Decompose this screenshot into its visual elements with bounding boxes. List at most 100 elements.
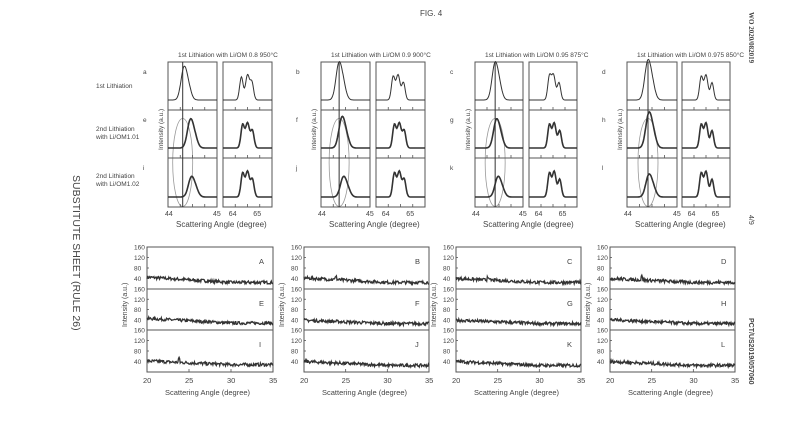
panel-frame <box>222 157 273 208</box>
scan-column: 40 80 120 160 D 40 80 120 160 H Intensity (a.u.) 40… <box>585 245 739 398</box>
xrd-trace <box>627 58 677 101</box>
panel-label: i <box>143 165 144 172</box>
y-tick-label: 120 <box>134 338 145 345</box>
xrd-trace <box>682 73 730 101</box>
x-tick-label: 30 <box>535 376 543 385</box>
panel-label: A <box>259 257 264 266</box>
panel-frame <box>320 109 371 159</box>
y-tick-label: 120 <box>443 338 454 345</box>
y-tick-label: 40 <box>597 276 605 283</box>
side-note: SUBSTITUTE SHEET (RULE 26) <box>70 175 82 331</box>
y-tick-label: 40 <box>291 317 299 324</box>
figure-label: FIG. 4 <box>420 9 443 18</box>
panel-label: B <box>415 257 420 266</box>
y-tick-label: 80 <box>291 307 299 314</box>
x-axis-label: Scattering Angle (degree) <box>628 388 714 397</box>
panel-frame <box>681 157 731 208</box>
x-tick-label: 45 <box>366 211 374 218</box>
panel-frame <box>626 157 678 208</box>
xrd-trace <box>682 169 730 198</box>
panel-label: f <box>296 117 298 124</box>
panel-label: c <box>450 69 454 76</box>
scan-trace <box>609 273 736 287</box>
x-tick-label: 25 <box>648 376 656 385</box>
panel-label: E <box>259 299 264 308</box>
x-tick-label: 45 <box>519 211 527 218</box>
x-tick-label: 35 <box>577 376 585 385</box>
panel-frame <box>375 109 426 159</box>
scan-trace <box>303 274 430 287</box>
application-number: PCT/US2019/057060 <box>747 318 754 385</box>
xrd-trace <box>223 121 272 149</box>
x-tick-label: 20 <box>300 376 308 385</box>
y-tick-label: 80 <box>443 349 451 356</box>
xrd-trace <box>321 60 370 101</box>
scan-trace <box>455 358 582 369</box>
y-tick-label: 80 <box>443 307 451 314</box>
y-tick-label: 40 <box>291 359 299 366</box>
x-axis-label: Scattering Angle (degree) <box>483 220 574 229</box>
group-title: 1st Lithiation with Li/OM 0.9 900°C <box>331 51 431 59</box>
scan-column: 40 80 120 160 B 40 80 120 160 F Intensity (a.u.) 40… <box>279 245 433 398</box>
scan-trace <box>146 314 274 327</box>
x-tick-label: 30 <box>689 376 697 385</box>
x-tick-label: 30 <box>383 376 391 385</box>
y-tick-label: 40 <box>443 317 451 324</box>
sheet-number: 4/9 <box>747 215 754 225</box>
x-tick-label: 64 <box>535 211 543 218</box>
xrd-trace <box>475 60 523 101</box>
y-tick-label: 120 <box>443 297 454 304</box>
panel-frame <box>375 157 426 208</box>
y-tick-label: 160 <box>443 245 454 252</box>
xrd-trace <box>321 175 370 198</box>
y-tick-label: 80 <box>443 266 451 273</box>
x-axis-label: Scattering Angle (degree) <box>329 220 420 229</box>
y-tick-label: 160 <box>597 328 608 335</box>
x-tick-label: 35 <box>425 376 433 385</box>
bottom-chart: 40 80 120 160 A 40 80 120 160 E Intensity (a.u.) 40… <box>122 245 739 398</box>
xrd-trace <box>376 169 425 198</box>
row-label: with Li/OM1.01 <box>95 134 140 141</box>
x-tick-label: 45 <box>673 211 681 218</box>
y-tick-label: 160 <box>134 287 145 294</box>
panel-label: l <box>602 165 604 172</box>
panel-label: D <box>721 257 727 266</box>
xrd-trace <box>168 117 217 149</box>
panel-label: j <box>295 165 297 172</box>
y-tick-label: 120 <box>597 338 608 345</box>
panel-frame <box>222 109 273 159</box>
row-label: 2nd Lithiation <box>96 126 135 133</box>
panel-frame <box>681 61 731 111</box>
xrd-trace <box>627 110 677 149</box>
panel-frame <box>626 61 678 111</box>
xrd-trace <box>627 173 677 198</box>
y-axis-label: Intensity (a.u.) <box>585 283 592 327</box>
x-tick-label: 45 <box>213 211 221 218</box>
scan-column: 40 80 120 160 A 40 80 120 160 E Intensity (a.u.) 40… <box>122 245 277 398</box>
y-axis-label: Intensity (a.u.) <box>617 109 624 150</box>
x-axis-label: Scattering Angle (degree) <box>165 388 251 397</box>
xrd-trace <box>529 169 577 198</box>
xrd-trace <box>168 175 217 198</box>
panel-label: k <box>450 165 454 172</box>
y-tick-label: 80 <box>597 266 605 273</box>
x-tick-label: 20 <box>452 376 460 385</box>
y-axis-label: Intensity (a.u.) <box>431 283 438 327</box>
panel-frame <box>375 61 426 111</box>
xrd-trace <box>223 169 272 198</box>
y-tick-label: 160 <box>134 245 145 252</box>
panel-label: H <box>721 299 726 308</box>
panel-frame <box>528 157 578 208</box>
panel-label: F <box>415 299 420 308</box>
y-axis-label: Intensity (a.u.) <box>465 109 472 150</box>
y-tick-label: 160 <box>443 287 454 294</box>
y-tick-label: 120 <box>134 255 145 262</box>
panel-label: L <box>721 340 725 349</box>
y-tick-label: 160 <box>597 245 608 252</box>
x-tick-label: 65 <box>559 211 567 218</box>
panel-label: G <box>567 299 573 308</box>
y-tick-label: 80 <box>291 349 299 356</box>
panel-group: 1st Lithiation with Li/OM 0.8 950°C a e Int… <box>143 51 278 229</box>
row-label: 2nd Lithiation <box>96 173 135 180</box>
y-tick-label: 160 <box>291 287 302 294</box>
